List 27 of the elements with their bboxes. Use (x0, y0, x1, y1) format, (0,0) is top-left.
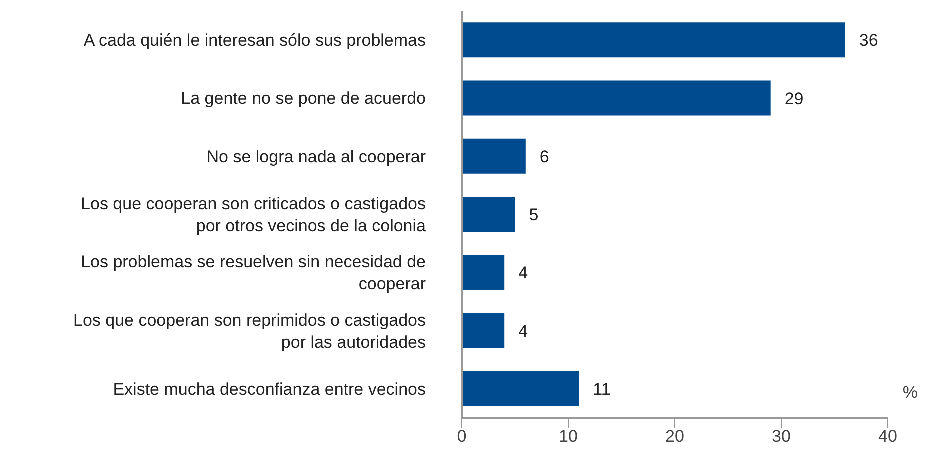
x-tick-label: 0 (457, 427, 467, 446)
bar (462, 22, 846, 58)
data-label: 29 (784, 89, 804, 108)
data-label: 4 (518, 322, 528, 341)
bar (462, 138, 526, 174)
x-tick-label: 40 (878, 427, 898, 446)
y-tick-label: Los que cooperan son reprimidos o castigados por las autoridades (74, 310, 426, 352)
x-tick-label: 30 (772, 427, 791, 446)
x-tick-label: 20 (666, 427, 684, 446)
bar (462, 197, 516, 232)
y-tick-label: Los problemas se resuelven sin necesidad de cooperar (81, 252, 426, 294)
data-label: 4 (518, 264, 528, 283)
bar (462, 371, 580, 406)
y-tick-label: Los que cooperan son criticados o castigados por otros vecinos de la colonia (81, 194, 427, 235)
y-tick-label: A cada quién le interesan sólo sus problemas (84, 30, 426, 50)
x-tick-label: 10 (559, 427, 578, 446)
data-label: 6 (540, 147, 550, 166)
y-tick-label: La gente no se pone de acuerdo (181, 88, 426, 108)
y-tick-label: Existe mucha desconfianza entre vecinos (113, 379, 426, 398)
data-label: 11 (593, 380, 611, 400)
bar (462, 313, 505, 348)
bar (462, 255, 505, 290)
bar (462, 80, 771, 116)
y-tick-label: No se logra nada al cooperar (206, 146, 426, 166)
data-label: 36 (859, 31, 878, 50)
x-axis-title: % (902, 383, 918, 402)
data-label: 5 (529, 206, 539, 225)
